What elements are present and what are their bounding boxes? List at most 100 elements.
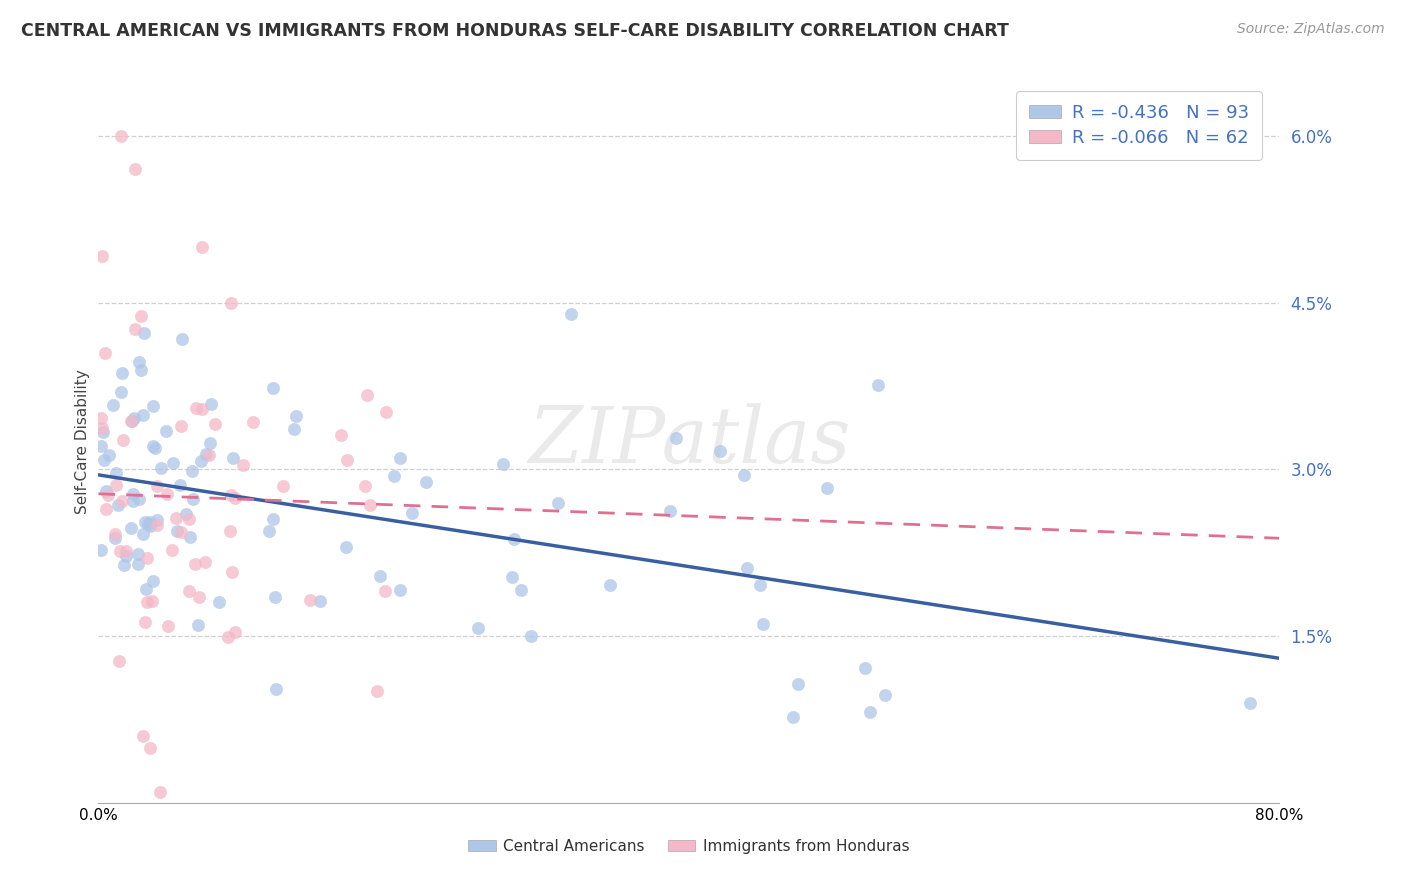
Point: [366, 683, 388, 698]
Point: [389, 450, 412, 465]
Point: [93, 425, 115, 439]
Point: [382, 469, 405, 483]
Point: [285, 409, 308, 423]
Point: [129, 363, 152, 377]
Point: [110, 543, 132, 558]
Point: [160, 543, 183, 558]
Point: [179, 512, 201, 526]
Point: [232, 458, 254, 472]
Point: [752, 616, 775, 631]
Point: [221, 565, 243, 579]
Point: [547, 496, 569, 510]
Point: [271, 479, 294, 493]
Point: [187, 617, 209, 632]
Point: [170, 525, 193, 540]
Point: [124, 162, 146, 177]
Point: [169, 477, 191, 491]
Point: [111, 366, 134, 380]
Point: [264, 681, 287, 696]
Point: [749, 578, 772, 592]
Point: [264, 590, 287, 604]
Point: [142, 574, 165, 588]
Point: [90, 420, 112, 434]
Point: [181, 491, 204, 506]
Point: [782, 710, 804, 724]
Point: [120, 414, 142, 428]
Point: [855, 661, 877, 675]
Point: [127, 547, 149, 561]
Point: [221, 295, 243, 310]
Point: [659, 504, 682, 518]
Point: [127, 557, 149, 571]
Point: [132, 729, 155, 743]
Point: [224, 491, 246, 505]
Point: [128, 355, 150, 369]
Point: [599, 578, 621, 592]
Point: [356, 388, 378, 402]
Point: [142, 439, 165, 453]
Point: [112, 558, 135, 572]
Point: [145, 442, 167, 456]
Point: [374, 584, 396, 599]
Point: [873, 688, 896, 702]
Point: [94, 502, 117, 516]
Point: [90, 411, 112, 425]
Point: [132, 326, 155, 341]
Point: [336, 453, 359, 467]
Point: [190, 454, 212, 468]
Text: Source: ZipAtlas.com: Source: ZipAtlas.com: [1237, 22, 1385, 37]
Point: [110, 384, 132, 399]
Point: [121, 414, 143, 428]
Point: [195, 447, 218, 461]
Point: [709, 444, 731, 458]
Point: [141, 593, 163, 607]
Point: [98, 448, 121, 462]
Point: [224, 624, 246, 639]
Point: [859, 705, 882, 719]
Point: [121, 487, 143, 501]
Point: [179, 530, 201, 544]
Point: [204, 417, 226, 431]
Point: [90, 439, 112, 453]
Point: [132, 527, 155, 541]
Point: [107, 654, 129, 668]
Point: [122, 411, 145, 425]
Point: [415, 475, 437, 490]
Text: ZIPatlas: ZIPatlas: [527, 403, 851, 480]
Point: [335, 541, 357, 555]
Point: [136, 516, 159, 531]
Point: [194, 556, 217, 570]
Point: [186, 401, 208, 415]
Point: [257, 524, 280, 538]
Point: [93, 346, 115, 360]
Point: [179, 584, 201, 599]
Point: [198, 436, 221, 450]
Point: [132, 408, 155, 422]
Point: [219, 524, 242, 538]
Point: [262, 511, 284, 525]
Point: [665, 431, 688, 445]
Point: [815, 481, 838, 495]
Point: [170, 418, 193, 433]
Point: [492, 457, 515, 471]
Point: [90, 543, 112, 558]
Point: [866, 377, 889, 392]
Point: [105, 466, 128, 480]
Point: [120, 521, 142, 535]
Point: [135, 595, 157, 609]
Point: [187, 591, 209, 605]
Point: [166, 524, 188, 539]
Point: [181, 464, 204, 478]
Point: [146, 479, 169, 493]
Point: [142, 399, 165, 413]
Point: [503, 532, 526, 546]
Point: [111, 433, 134, 447]
Point: [165, 510, 187, 524]
Point: [105, 478, 128, 492]
Point: [330, 427, 353, 442]
Point: [200, 397, 222, 411]
Point: [222, 451, 245, 466]
Point: [520, 629, 543, 643]
Point: [134, 516, 156, 530]
Text: CENTRAL AMERICAN VS IMMIGRANTS FROM HONDURAS SELF-CARE DISABILITY CORRELATION CH: CENTRAL AMERICAN VS IMMIGRANTS FROM HOND…: [21, 22, 1010, 40]
